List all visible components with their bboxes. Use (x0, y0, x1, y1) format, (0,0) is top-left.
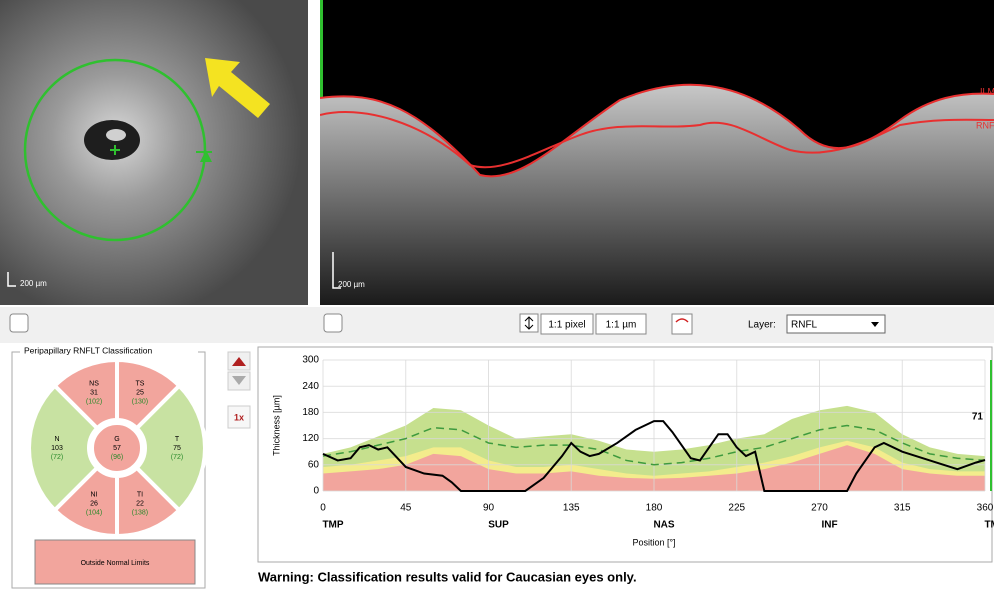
sector-name: G (114, 436, 119, 443)
zoom-label: 1x (234, 412, 244, 422)
sector-value: 26 (90, 500, 98, 507)
sector-name: TI (137, 491, 143, 498)
layer-caption: Layer: (748, 320, 776, 331)
sector-reference: (72) (171, 454, 183, 461)
x-tick-label: 315 (894, 503, 911, 514)
layer-value: RNFL (791, 320, 818, 331)
group-title: Peripapillary RNFLT Classification (24, 345, 152, 355)
sector-name: T (175, 436, 180, 443)
x-tick-label: 180 (646, 503, 663, 514)
sector-tick-label: NAS (653, 520, 674, 531)
sector-tick-label: INF (821, 520, 837, 531)
sector-value: 103 (51, 445, 63, 452)
layer-label: RNFL (976, 120, 994, 130)
y-tick-label: 0 (313, 486, 319, 497)
sector-value: 57 (113, 445, 121, 452)
sector-reference: (104) (86, 509, 102, 516)
button-label: 1:1 µm (606, 320, 637, 331)
x-tick-label: 225 (728, 503, 745, 514)
hand-tool[interactable] (10, 314, 28, 332)
sector-tick-label: SUP (488, 520, 509, 531)
sector-tick-label: TMP (322, 520, 343, 531)
fundus-image (0, 0, 308, 305)
sector-name: TS (135, 380, 144, 387)
result-label: Outside Normal Limits (81, 560, 150, 567)
x-axis-label: Position [°] (632, 537, 675, 547)
warning: Warning: Classification results valid fo… (258, 569, 637, 584)
x-tick-label: 270 (811, 503, 828, 514)
sector-name: N (54, 436, 59, 443)
y-tick-label: 240 (302, 381, 319, 392)
x-tick-label: 90 (483, 503, 495, 514)
optic-cup (106, 129, 126, 141)
x-tick-label: 0 (320, 503, 326, 514)
sector-value: 75 (173, 445, 181, 452)
sector-name: NI (91, 491, 98, 498)
y-tick-label: 120 (302, 433, 319, 444)
sector-reference: (138) (132, 509, 148, 516)
y-tick-label: 180 (302, 407, 319, 418)
sector-reference: (102) (86, 398, 102, 405)
scale-label: 200 µm (338, 280, 365, 289)
cursor-value: 71 (972, 412, 984, 423)
y-tick-label: 300 (302, 355, 319, 366)
screen: 200 µm ILM RNFL 200 µm 1:1 pixel 1:1 µm … (0, 0, 994, 590)
x-tick-label: 135 (563, 503, 580, 514)
x-tick-label: 360 (977, 503, 994, 514)
sector-tick-label: TMP (984, 520, 994, 531)
sector-chart: TS 25 (130) NS 31 (102) N 103 (72) NI 26 (104) TI 22 (… (29, 360, 205, 536)
sector-value: 25 (136, 389, 144, 396)
x-tick-label: 45 (400, 503, 412, 514)
scale-label: 200 µm (20, 279, 47, 288)
pointer-button[interactable] (672, 314, 692, 334)
sector-name: NS (89, 380, 99, 387)
button-label: 1:1 pixel (548, 320, 585, 331)
hand-tool[interactable] (324, 314, 342, 332)
y-tick-label: 60 (308, 459, 320, 470)
y-axis-label: Thickness [µm] (271, 395, 281, 456)
sector-reference: (72) (51, 454, 63, 461)
sector-value: 22 (136, 500, 144, 507)
sector-reference: (96) (111, 454, 123, 461)
layer-label: ILM (980, 86, 994, 96)
sector-value: 31 (90, 389, 98, 396)
sector-reference: (130) (132, 398, 148, 405)
